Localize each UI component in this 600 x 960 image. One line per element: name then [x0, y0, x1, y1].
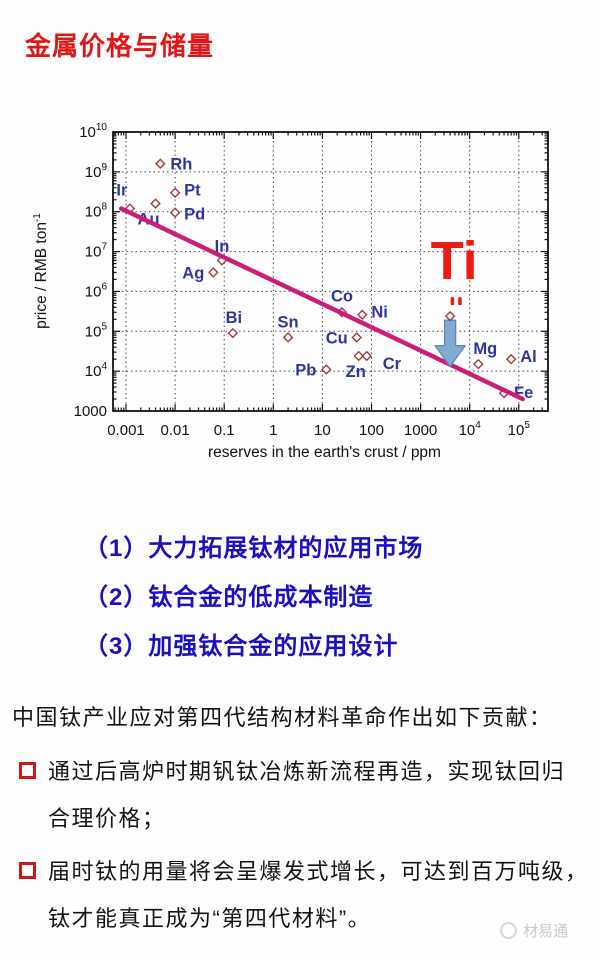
y-tick-label: 104	[85, 361, 108, 380]
watermark: 材易通	[500, 920, 568, 941]
data-label-Cu: Cu	[326, 329, 348, 347]
data-point-Bi	[227, 327, 239, 339]
down-arrow-icon	[434, 319, 466, 368]
data-point-Pb	[320, 364, 332, 375]
x-tick-label: 1000	[404, 422, 437, 439]
data-label-Bi: Bi	[226, 309, 243, 327]
trend-line	[118, 206, 525, 402]
data-point-Rh	[155, 158, 166, 170]
data-label-Pd: Pd	[184, 206, 205, 224]
strategy-list: （1）大力拓展钛材的应用市场 （2）钛合金的低成本制造 （3）加强钛合金的应用设…	[84, 524, 423, 671]
plot-frame	[112, 131, 549, 412]
data-label-Cr: Cr	[383, 355, 402, 373]
y-tick-label: 108	[85, 202, 108, 221]
page-title: 金属价格与储量	[25, 31, 215, 61]
x-axis-label: reserves in the earth's crust / ppm	[208, 444, 441, 461]
data-point-Sn	[282, 332, 294, 343]
y-tick-label: 109	[85, 162, 108, 181]
x-tick-label: 105	[508, 420, 531, 439]
ti-label: Ti	[431, 231, 478, 291]
y-tick-label: 1000	[74, 403, 107, 420]
data-label-Al: Al	[520, 348, 537, 366]
data-label-Pb: Pb	[295, 361, 316, 379]
ti-ditto-mark	[450, 297, 455, 306]
red-square-bullet-icon	[19, 762, 36, 779]
y-tick-label: 105	[85, 321, 108, 340]
watermark-logo-icon	[500, 922, 517, 939]
data-label-Pt: Pt	[184, 182, 201, 200]
data-point-Zn	[353, 350, 365, 362]
data-point-Cu	[351, 332, 363, 343]
watermark-text: 材易通	[523, 923, 569, 940]
data-point-Au	[150, 198, 161, 209]
intro-text: 中国钛产业应对第四代结构材料革命作出如下贡献：	[12, 705, 553, 730]
x-tick-label: 0.1	[214, 422, 235, 439]
data-label-Co: Co	[331, 287, 353, 305]
y-tick-label: 1010	[79, 122, 107, 141]
data-point-Pt	[169, 187, 181, 198]
y-tick-label: 106	[85, 281, 108, 300]
grid-lines	[113, 132, 548, 411]
bullet-2-line-2: 钛才能真正成为“第四代材料”。	[48, 906, 372, 931]
price-vs-reserves-chart: IrAuRhPtPdInAgBiSnCoNiCuZnCrPbMgAlFeTi0.…	[32, 122, 549, 461]
data-point-Al	[505, 353, 517, 365]
data-label-Sn: Sn	[278, 313, 299, 331]
x-axis-tick-labels: 0.001 0.01 0.1 1 10 100 1000 104 105	[107, 420, 530, 439]
data-label-Mg: Mg	[473, 340, 497, 358]
strategy-item-3: （3）加强钛合金的应用设计	[84, 633, 399, 660]
data-point-Ni	[357, 309, 368, 321]
data-point-Ag	[208, 267, 219, 278]
bullet-1-line-2: 合理价格；	[48, 806, 166, 831]
data-label-Ir: Ir	[116, 182, 128, 200]
x-tick-label: 10	[314, 422, 331, 439]
ti-ditto-mark	[458, 297, 462, 306]
x-tick-label: 104	[459, 420, 482, 439]
ti-annotation: Ti	[431, 231, 478, 368]
bullet-item-1: 通过后高炉时期钒钛冶炼新流程再造，实现钛回归 合理价格；	[0, 748, 600, 842]
data-label-Zn: Zn	[346, 363, 366, 381]
x-tick-label: 0.001	[107, 422, 145, 439]
data-label-Ag: Ag	[182, 264, 204, 282]
bullet-2-line-1: 届时钛的用量将会呈爆发式增长，可达到百万吨级，	[48, 859, 589, 884]
y-axis-tick-labels: 1010 109 108 107 106 105 104 1000	[74, 122, 108, 420]
data-point-Cr	[361, 350, 373, 362]
data-point-Pd	[169, 207, 181, 218]
data-point-Ti	[444, 310, 456, 322]
y-axis-label: price / RMB ton-1	[32, 213, 50, 329]
red-square-bullet-icon	[19, 862, 36, 879]
x-tick-label: 0.01	[160, 422, 189, 439]
strategy-item-1: （1）大力拓展钛材的应用市场	[84, 535, 424, 562]
x-tick-label: 1	[269, 422, 277, 439]
data-point-Mg	[473, 358, 484, 370]
bullet-1-line-1: 通过后高炉时期钒钛冶炼新流程再造，实现钛回归	[48, 759, 566, 784]
x-tick-label: 100	[359, 422, 384, 439]
bullet-item-2: 届时钛的用量将会呈爆发式增长，可达到百万吨级， 钛才能真正成为“第四代材料”。	[0, 848, 600, 942]
strategy-item-2: （2）钛合金的低成本制造	[84, 584, 374, 611]
data-label-Rh: Rh	[170, 156, 192, 174]
y-tick-label: 107	[85, 242, 108, 261]
data-label-In: In	[215, 237, 230, 255]
data-label-Ni: Ni	[371, 304, 388, 322]
